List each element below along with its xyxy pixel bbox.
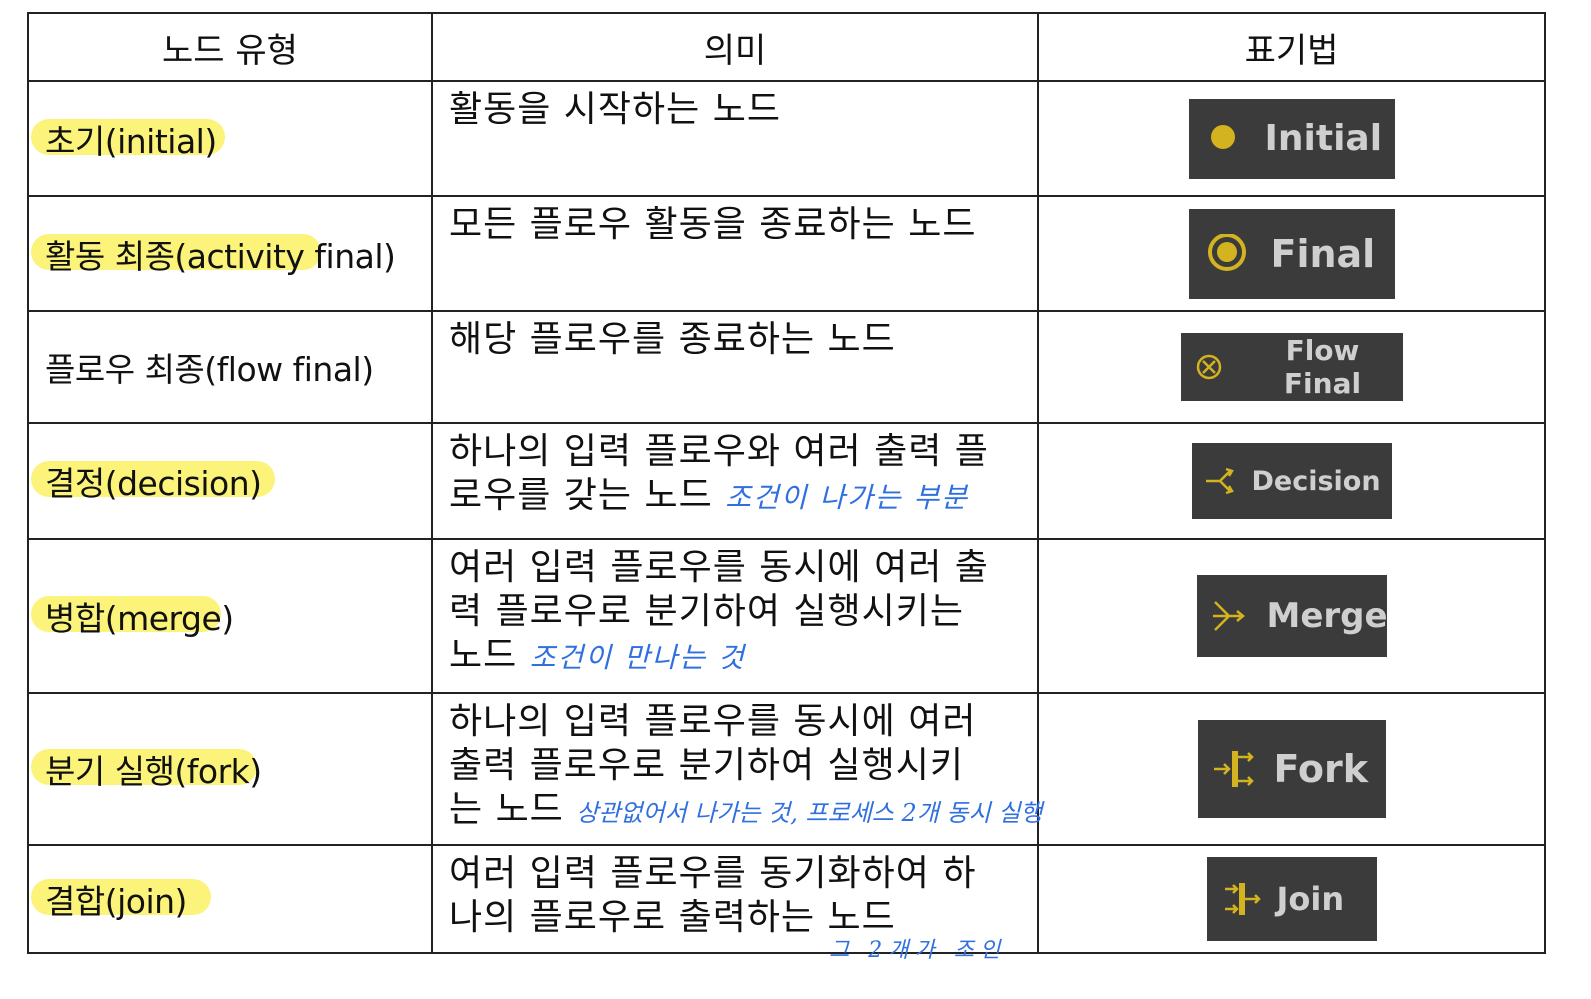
header-meaning: 의미 bbox=[431, 12, 1039, 82]
table-row: 결합(join) 여러 입력 플로우를 동기화하여 하 나의 플로우로 출력하는… bbox=[27, 844, 1546, 963]
handwritten-note: 조건이 만나는 것 bbox=[529, 641, 746, 674]
notation-badge: Final bbox=[1188, 208, 1395, 299]
highlight-mark bbox=[31, 461, 275, 497]
header-node-type: 노드 유형 bbox=[27, 12, 433, 82]
node-type-label: 활동 최종(activity final) bbox=[31, 230, 396, 278]
meaning-text: 하나의 입력 플로우와 여러 출력 플 로우를 갖는 노드 조건이 나가는 부분 bbox=[449, 431, 989, 516]
table-row: 결정(decision) 하나의 입력 플로우와 여러 출력 플 로우를 갖는 … bbox=[27, 422, 1546, 540]
meaning-text: 해당 플로우를 종료하는 노드 bbox=[449, 319, 896, 360]
flow-final-x-icon bbox=[1196, 354, 1221, 380]
highlight-mark bbox=[31, 118, 225, 155]
meaning-text: 하나의 입력 플로우를 동시에 여러 출력 플로우로 분기하여 실행시키 는 노… bbox=[449, 701, 1043, 830]
table-row: 초기(initial) 활동을 시작하는 노드 Initial bbox=[27, 80, 1546, 197]
notation-badge: Decision bbox=[1191, 443, 1392, 519]
notation-badge: Join bbox=[1206, 857, 1377, 941]
node-type-label: 분기 실행(fork) bbox=[31, 745, 262, 793]
meaning-text: 모든 플로우 활동을 종료하는 노드 bbox=[449, 204, 977, 245]
notation-badge: Initial bbox=[1188, 98, 1395, 179]
join-icon bbox=[1224, 883, 1261, 915]
highlight-mark bbox=[31, 749, 257, 785]
fork-icon bbox=[1213, 751, 1254, 787]
highlight-mark bbox=[31, 596, 221, 632]
node-type-label: 결합(join) bbox=[31, 875, 211, 923]
meaning-text: 활동을 시작하는 노드 bbox=[449, 89, 781, 130]
meaning-text: 여러 입력 플로우를 동시에 여러 출 력 플로우로 분기하여 실행시키는 노드… bbox=[449, 547, 989, 676]
handwritten-note: 조건이 나가는 부분 bbox=[725, 481, 970, 514]
node-type-label: 결정(decision) bbox=[31, 457, 275, 505]
handwritten-note: 상관없어서 나가는 것, 프로세스 2개 동시 실행 bbox=[576, 799, 1043, 827]
header-notation: 표기법 bbox=[1037, 12, 1546, 82]
initial-dot-icon bbox=[1210, 124, 1235, 149]
notation-badge: Merge bbox=[1196, 575, 1388, 657]
table-row: 활동 최종(activity final) 모든 플로우 활동을 종료하는 노드… bbox=[27, 195, 1546, 312]
decision-branch-icon bbox=[1205, 467, 1234, 495]
header-row: 노드 유형 의미 표기법 bbox=[27, 12, 1546, 82]
node-types-table: 노드 유형 의미 표기법 초기(initial) 활동을 시작하는 노드 Ini… bbox=[27, 12, 1546, 963]
notation-badge: Flow Final bbox=[1180, 333, 1403, 401]
notation-badge: Fork bbox=[1197, 720, 1386, 818]
highlight-mark bbox=[31, 879, 211, 915]
handwritten-note: 그 2개가 조인 bbox=[829, 938, 1007, 963]
final-ring-icon bbox=[1207, 233, 1246, 271]
table-row: 병합(merge) 여러 입력 플로우를 동시에 여러 출 력 플로우로 분기하… bbox=[27, 538, 1546, 694]
node-type-label: 병합(merge) bbox=[31, 592, 234, 640]
table-row: 플로우 최종(flow final) 해당 플로우를 종료하는 노드 Flow … bbox=[27, 310, 1546, 424]
table-row: 분기 실행(fork) 하나의 입력 플로우를 동시에 여러 출력 플로우로 분… bbox=[27, 692, 1546, 846]
highlight-mark bbox=[31, 233, 321, 270]
meaning-text: 여러 입력 플로우를 동기화하여 하 나의 플로우로 출력하는 노드 bbox=[449, 853, 977, 938]
merge-icon bbox=[1212, 601, 1245, 631]
node-type-label: 플로우 최종(flow final) bbox=[45, 350, 374, 389]
node-type-label: 초기(initial) bbox=[31, 115, 225, 163]
